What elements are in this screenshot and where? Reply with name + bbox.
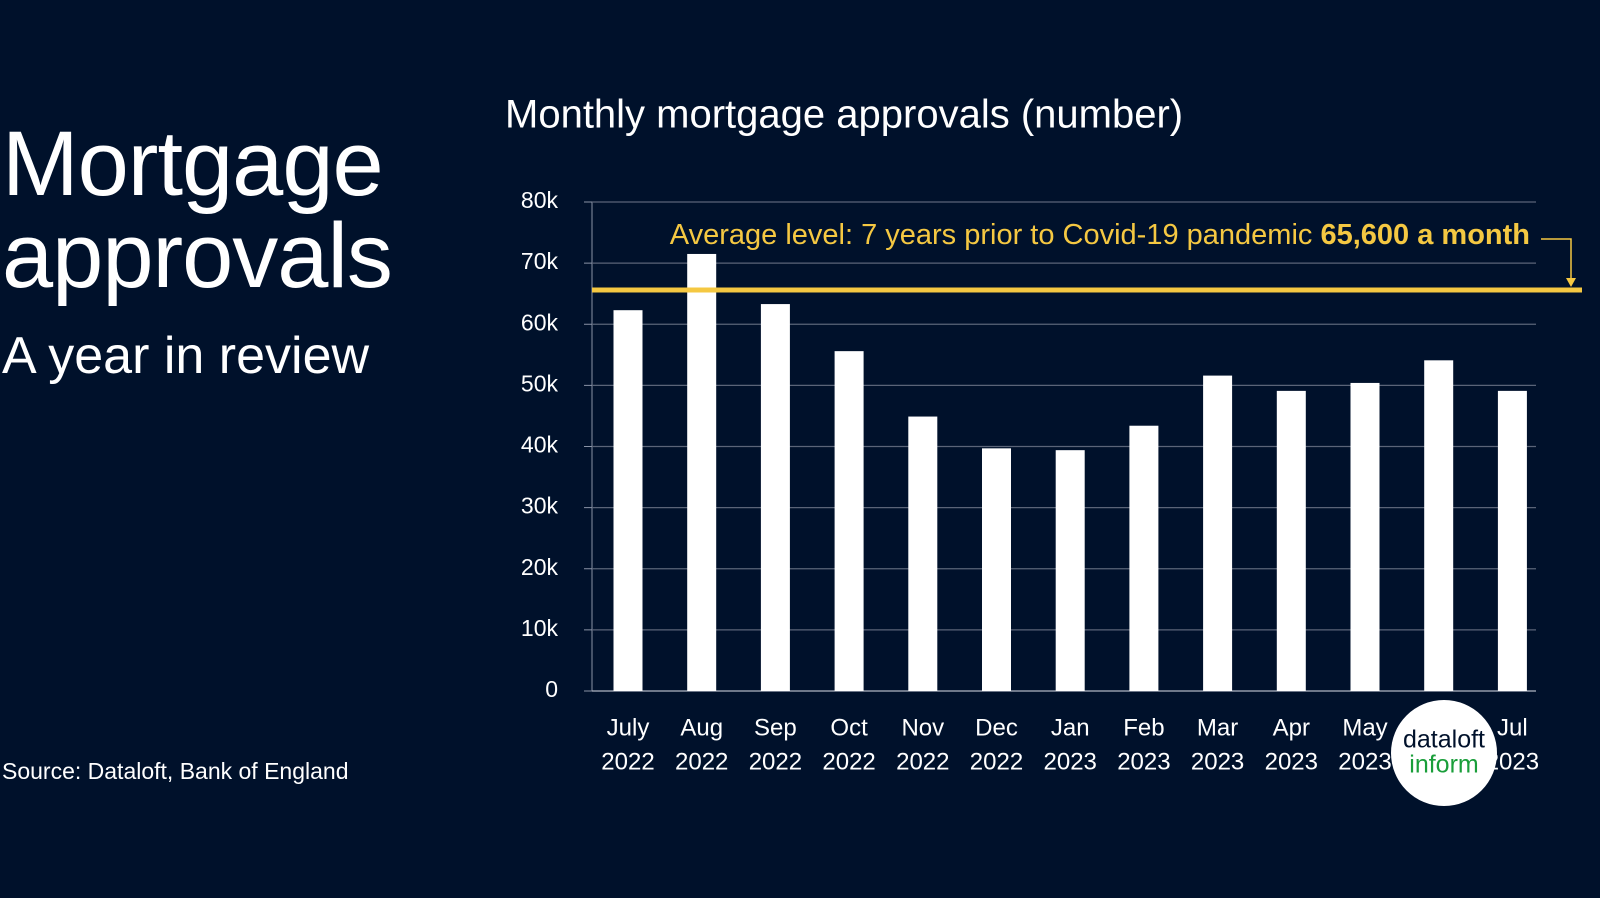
y-tick-label: 0 bbox=[545, 676, 558, 702]
reference-label: Average level: 7 years prior to Covid-19… bbox=[670, 219, 1530, 251]
bar bbox=[982, 448, 1011, 691]
y-tick-label: 10k bbox=[521, 615, 559, 641]
x-tick-label: July bbox=[607, 714, 650, 741]
x-tick-label: 2022 bbox=[601, 748, 654, 775]
bar bbox=[1203, 375, 1233, 691]
y-tick-label: 60k bbox=[521, 309, 559, 335]
bar bbox=[1497, 390, 1527, 691]
bar bbox=[760, 304, 790, 691]
x-tick-label: 2023 bbox=[1044, 748, 1097, 775]
logo-circle bbox=[1391, 700, 1497, 806]
y-tick-label: 30k bbox=[521, 493, 559, 519]
logo-top: dataloft bbox=[1403, 726, 1485, 754]
bar bbox=[1424, 360, 1454, 691]
reference-value-label: 65,600 a month bbox=[1320, 219, 1530, 251]
y-tick-label: 20k bbox=[521, 554, 559, 580]
x-tick-label: Aug bbox=[680, 714, 723, 741]
x-tick-label: Jan bbox=[1051, 714, 1090, 741]
bar bbox=[1350, 382, 1380, 691]
bar bbox=[1129, 425, 1159, 691]
bar bbox=[613, 310, 643, 691]
bar bbox=[687, 253, 717, 692]
page-title: Mortgage approvals bbox=[2, 113, 393, 307]
x-tick-label: 2022 bbox=[675, 748, 728, 775]
bar bbox=[1055, 450, 1085, 691]
bar bbox=[908, 416, 938, 691]
bar bbox=[834, 351, 864, 691]
y-tick-label: 80k bbox=[521, 187, 559, 213]
x-tick-label: 2023 bbox=[1117, 748, 1170, 775]
reference-text: Average level: 7 years prior to Covid-19… bbox=[670, 219, 1313, 251]
x-tick-label: 2023 bbox=[1338, 748, 1391, 775]
x-tick-label: 2023 bbox=[1191, 748, 1244, 775]
x-tick-label: Feb bbox=[1123, 714, 1164, 741]
x-tick-label: Mar bbox=[1197, 714, 1238, 741]
x-tick-label: Sep bbox=[754, 714, 797, 741]
x-tick-label: 2022 bbox=[970, 748, 1023, 775]
x-tick-label: Nov bbox=[901, 714, 944, 741]
chart-title: Monthly mortgage approvals (number) bbox=[505, 93, 1183, 137]
x-tick-label: May bbox=[1342, 714, 1387, 741]
y-tick-label: 70k bbox=[521, 248, 559, 274]
reference-arrow bbox=[1566, 278, 1576, 288]
x-tick-label: Apr bbox=[1273, 714, 1310, 741]
y-tick-label: 50k bbox=[521, 370, 559, 396]
source: Source: Dataloft, Bank of England bbox=[2, 758, 349, 784]
reference-connector bbox=[1541, 238, 1572, 283]
x-tick-label: Jul bbox=[1497, 714, 1528, 741]
logo-bottom: inform bbox=[1409, 751, 1478, 779]
y-tick-label: 40k bbox=[521, 432, 559, 458]
x-tick-label: 2022 bbox=[896, 748, 949, 775]
x-tick-label: Oct bbox=[830, 714, 868, 741]
bar bbox=[1276, 390, 1306, 691]
x-tick-label: Dec bbox=[975, 714, 1018, 741]
x-tick-label: 2022 bbox=[749, 748, 802, 775]
x-tick-label: 2022 bbox=[822, 748, 875, 775]
page-subtitle: A year in review bbox=[2, 327, 370, 385]
x-tick-label: 2023 bbox=[1265, 748, 1318, 775]
